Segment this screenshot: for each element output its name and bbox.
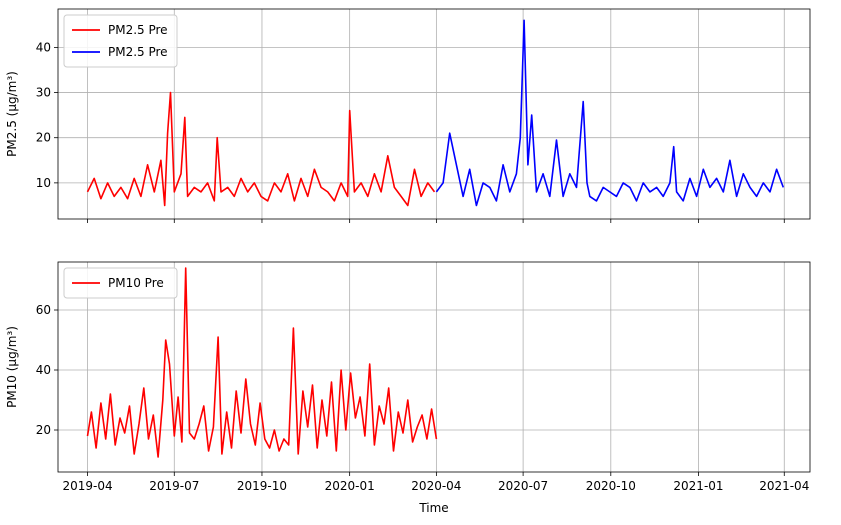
x-tick-label: 2019-07 bbox=[149, 479, 199, 493]
legend-box bbox=[63, 14, 178, 68]
y-axis-label: PM10 (µg/m³) bbox=[5, 326, 19, 408]
x-tick-label: 2020-07 bbox=[498, 479, 548, 493]
y-tick-label: 40 bbox=[36, 363, 51, 377]
x-tick-label: 2020-10 bbox=[586, 479, 636, 493]
y-tick-label: 20 bbox=[36, 423, 51, 437]
legend-entry-label: PM2.5 Pre bbox=[108, 23, 168, 37]
legend-entry-label: PM2.5 Pre bbox=[108, 45, 168, 59]
plot-frame bbox=[57, 261, 811, 473]
legend-entry-label: PM10 Pre bbox=[108, 276, 164, 290]
y-tick-label: 10 bbox=[36, 176, 51, 190]
y-tick-label: 60 bbox=[36, 303, 51, 317]
y-tick-label: 20 bbox=[36, 131, 51, 145]
legend-box bbox=[63, 267, 178, 299]
legend: PM10 Pre bbox=[63, 267, 178, 299]
y-tick-label: 40 bbox=[36, 40, 51, 54]
y-axis-label: PM2.5 (µg/m³) bbox=[5, 71, 19, 157]
pm25-panel: 10 20 30 40 PM2.5 (µg/m³) PM2.5 Pre PM2.5 Pre bbox=[5, 8, 811, 223]
legend: PM2.5 Pre PM2.5 Pre bbox=[63, 14, 178, 68]
series-line-pm10-0 bbox=[86, 267, 438, 458]
series-line-pm25-1 bbox=[435, 19, 785, 207]
x-tick-label: 2020-01 bbox=[325, 479, 375, 493]
x-tick-label: 2021-01 bbox=[673, 479, 723, 493]
x-tick-label: 2020-04 bbox=[411, 479, 461, 493]
plot-frame bbox=[57, 8, 811, 220]
y-tick-label: 30 bbox=[36, 86, 51, 100]
pm10-panel: 20 40 60 2019-04 2019-07 2019-10 2020-01 2020-0… bbox=[5, 261, 811, 515]
x-tick-label: 2021-04 bbox=[759, 479, 809, 493]
x-tick-label: 2019-04 bbox=[62, 479, 112, 493]
x-tick-label: 2019-10 bbox=[237, 479, 287, 493]
x-axis-label: Time bbox=[418, 501, 448, 515]
series-line-pm25-0 bbox=[86, 91, 436, 207]
